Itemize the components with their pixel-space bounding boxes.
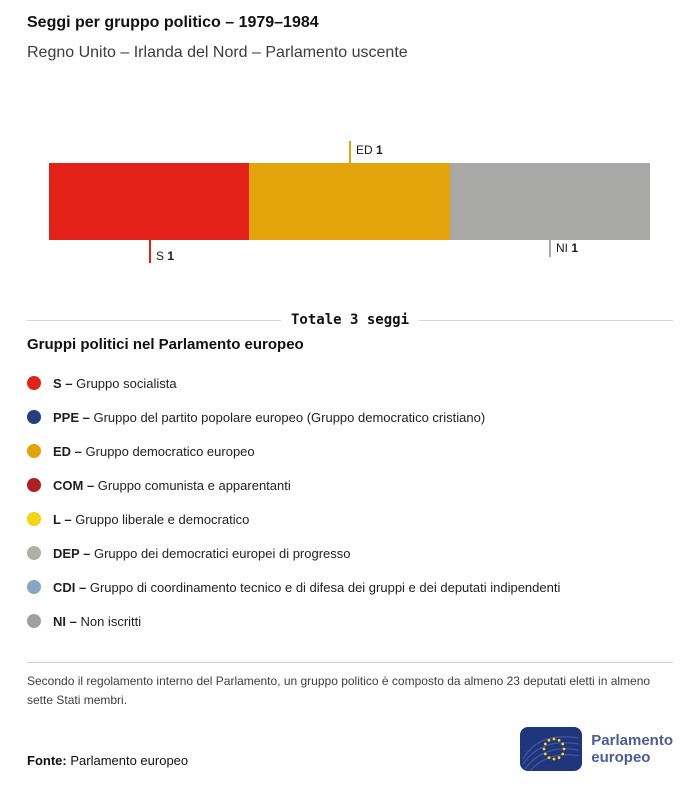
legend-item-cdi: CDI – Gruppo di coordinamento tecnico e … (27, 570, 677, 604)
bar-segment-s (49, 163, 250, 240)
source-label: Fonte: (27, 753, 67, 768)
total-seats-label: Totale 3 seggi (291, 312, 410, 328)
color-dot-ppe (27, 410, 41, 424)
color-dot-ni (27, 614, 41, 628)
ep-logo-wordmark: Parlamento europeo (591, 732, 673, 767)
legend-item-label: L – Gruppo liberale e democratico (53, 511, 250, 527)
legend-item-ed: ED – Gruppo democratico europeo (27, 434, 677, 468)
legend-item-label: NI – Non iscritti (53, 613, 142, 629)
divider-left (27, 319, 281, 321)
page-subtitle: Regno Unito – Irlanda del Nord – Parlame… (27, 44, 408, 61)
tick-ed (349, 141, 351, 163)
star-ring (542, 737, 566, 761)
total-seats-row: Totale 3 seggi (27, 312, 674, 328)
divider-right (419, 319, 674, 321)
legend-item-dep: DEP – Gruppo dei democratici europei di … (27, 536, 677, 570)
legend-title: Gruppi politici nel Parlamento europeo (27, 336, 304, 353)
legend-item-label: S – Gruppo socialista (53, 375, 177, 391)
bar-segment-ed (249, 163, 450, 240)
color-dot-l (27, 512, 41, 526)
seats-stacked-bar (49, 163, 650, 240)
tick-ni (549, 240, 551, 257)
legend-list: S – Gruppo socialista PPE – Gruppo del p… (27, 366, 677, 638)
color-dot-cdi (27, 580, 41, 594)
page-title: Seggi per gruppo politico – 1979–1984 (27, 14, 319, 31)
legend-item-label: DEP – Gruppo dei democratici europei di … (53, 545, 351, 561)
ep-logo-line2: europeo (591, 749, 651, 766)
tick-s (149, 240, 151, 263)
color-dot-s (27, 376, 41, 390)
legend-item-s: S – Gruppo socialista (27, 366, 677, 400)
legend-item-label: PPE – Gruppo del partito popolare europe… (53, 409, 486, 425)
source-line: Fonte: Parlamento europeo (27, 753, 188, 768)
legend-item-label: CDI – Gruppo di coordinamento tecnico e … (53, 579, 561, 595)
ep-logo-icon (520, 727, 583, 771)
legend-item-com: COM – Gruppo comunista e apparentanti (27, 468, 677, 502)
legend-item-l: L – Gruppo liberale e democratico (27, 502, 677, 536)
legend-item-ppe: PPE – Gruppo del partito popolare europe… (27, 400, 677, 434)
footnote-divider (27, 662, 673, 663)
legend-item-label: ED – Gruppo democratico europeo (53, 443, 255, 459)
bar-segment-ni (449, 163, 650, 240)
color-dot-com (27, 478, 41, 492)
european-parliament-logo: Parlamento europeo (520, 727, 673, 771)
footnote-text: Secondo il regolamento interno del Parla… (27, 674, 651, 707)
legend-item-label: COM – Gruppo comunista e apparentanti (53, 477, 291, 493)
label-s: S 1 (156, 249, 175, 263)
label-ni: NI 1 (556, 241, 579, 255)
source-value: Parlamento europeo (70, 753, 189, 768)
ep-logo-line1: Parlamento (591, 731, 673, 749)
color-dot-dep (27, 546, 41, 560)
label-ed: ED 1 (356, 143, 383, 157)
legend-item-ni: NI – Non iscritti (27, 604, 677, 638)
color-dot-ed (27, 444, 41, 458)
